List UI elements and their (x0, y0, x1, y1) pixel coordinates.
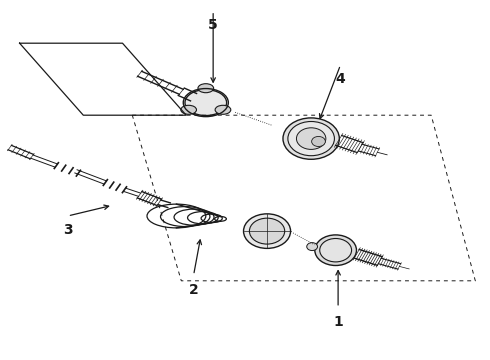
Text: 5: 5 (208, 18, 218, 32)
Ellipse shape (315, 235, 357, 266)
Text: 3: 3 (63, 224, 73, 237)
Ellipse shape (288, 122, 334, 156)
Ellipse shape (307, 243, 318, 251)
Text: 1: 1 (333, 315, 343, 329)
Ellipse shape (320, 238, 352, 262)
Ellipse shape (283, 118, 339, 159)
Ellipse shape (215, 105, 231, 114)
Ellipse shape (312, 136, 325, 147)
Ellipse shape (185, 90, 226, 116)
Ellipse shape (296, 128, 326, 149)
Text: 2: 2 (189, 283, 198, 297)
Ellipse shape (244, 214, 291, 248)
Ellipse shape (249, 218, 285, 244)
Text: 4: 4 (336, 72, 345, 86)
Ellipse shape (198, 84, 214, 93)
Ellipse shape (181, 105, 196, 114)
